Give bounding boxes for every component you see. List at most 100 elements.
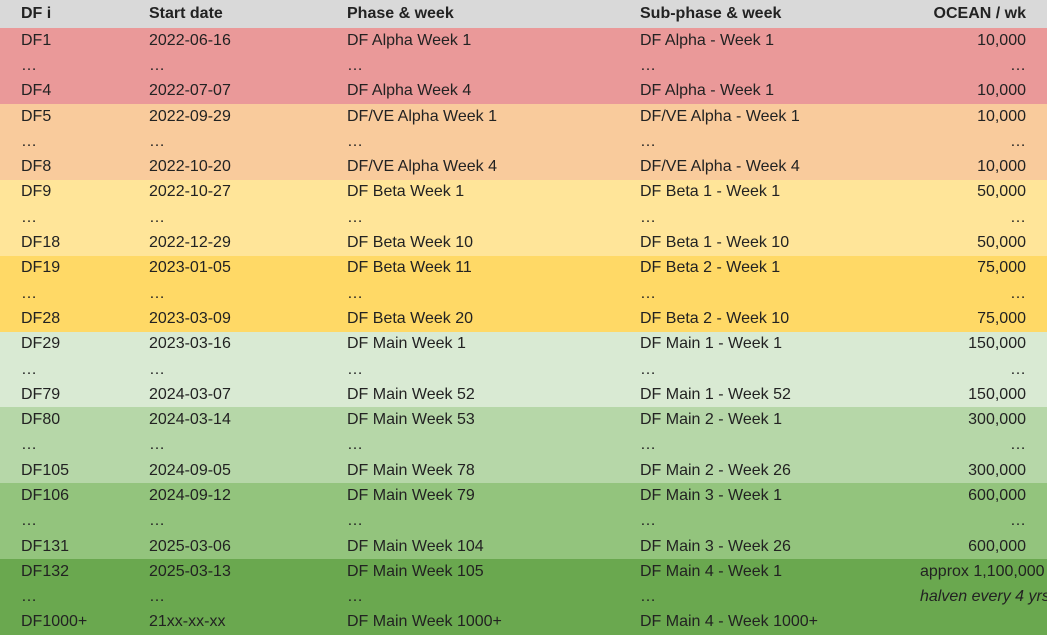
cell-df-i: DF131: [21, 537, 70, 555]
cell-phase-week: …: [347, 588, 363, 606]
cell-ocean-wk: 600,000: [968, 486, 1026, 504]
cell-subphase-week: DF Main 3 - Week 26: [640, 537, 791, 555]
table-row: ……………: [0, 432, 1047, 459]
cell-ocean-wk: halven every 4 yrs: [920, 588, 1047, 606]
cell-subphase-week: DF Beta 1 - Week 1: [640, 183, 781, 201]
cell-phase-week: DF Beta Week 10: [347, 234, 473, 252]
cell-phase-week: DF Main Week 1: [347, 335, 466, 353]
cell-ocean-wk: 50,000: [977, 234, 1026, 252]
cell-subphase-week: DF Main 2 - Week 1: [640, 411, 782, 429]
cell-subphase-week: …: [640, 512, 656, 530]
cell-start-date: 2022-12-29: [149, 234, 231, 252]
cell-start-date: …: [149, 132, 165, 150]
cell-start-date: 2025-03-13: [149, 562, 231, 580]
cell-df-i: DF79: [21, 385, 61, 403]
cell-phase-week: …: [347, 436, 363, 454]
cell-start-date: …: [149, 436, 165, 454]
table-row: DF132 2025-03-13 DF Main Week 105 DF Main 4…: [0, 559, 1047, 585]
cell-subphase-week: DF Main 4 - Week 1000+: [640, 613, 819, 631]
header-start-date: Start date: [149, 5, 223, 22]
cell-subphase-week: DF Beta 1 - Week 10: [640, 234, 790, 252]
cell-start-date: …: [149, 208, 165, 226]
cell-start-date: 2024-09-12: [149, 486, 231, 504]
cell-start-date: 2023-01-05: [149, 259, 231, 277]
cell-phase-week: …: [347, 360, 363, 378]
cell-df-i: …: [21, 132, 37, 150]
header-subphase-week: Sub-phase & week: [640, 5, 782, 22]
table-row: ……………: [0, 356, 1047, 383]
cell-subphase-week: DF Main 1 - Week 1: [640, 335, 782, 353]
cell-ocean-wk: …: [1010, 436, 1026, 454]
table-row: DF4 2022-07-07 DF Alpha Week 4 DF Alpha - W…: [0, 78, 1047, 104]
cell-ocean-wk: …: [1010, 360, 1026, 378]
cell-phase-week: DF Main Week 52: [347, 385, 475, 403]
cell-subphase-week: …: [640, 360, 656, 378]
cell-ocean-wk: 50,000: [977, 183, 1026, 201]
table-row: ……………: [0, 280, 1047, 307]
cell-ocean-wk: 150,000: [968, 385, 1026, 403]
table-row: ……………: [0, 129, 1047, 155]
cell-df-i: DF132: [21, 562, 70, 580]
cell-start-date: 2024-03-14: [149, 411, 231, 429]
cell-ocean-wk: …: [1010, 56, 1026, 74]
cell-phase-week: DF Beta Week 20: [347, 309, 473, 327]
cell-df-i: …: [21, 284, 37, 302]
cell-df-i: DF28: [21, 309, 61, 327]
cell-start-date: 2022-06-16: [149, 31, 231, 49]
header-phase-week: Phase & week: [347, 5, 454, 22]
cell-df-i: …: [21, 360, 37, 378]
cell-phase-week: DF Main Week 79: [347, 486, 475, 504]
cell-phase-week: …: [347, 132, 363, 150]
cell-df-i: DF106: [21, 486, 70, 504]
cell-ocean-wk: 75,000: [977, 259, 1026, 277]
cell-start-date: …: [149, 588, 165, 606]
cell-phase-week: …: [347, 208, 363, 226]
cell-start-date: 2022-10-20: [149, 158, 231, 176]
cell-subphase-week: DF Beta 2 - Week 10: [640, 309, 790, 327]
cell-df-i: DF105: [21, 461, 70, 479]
cell-df-i: DF5: [21, 107, 52, 125]
cell-phase-week: DF/VE Alpha Week 4: [347, 158, 497, 176]
cell-start-date: 21xx-xx-xx: [149, 613, 226, 631]
table-row: DF80 2024-03-14 DF Main Week 53 DF Main 2 -…: [0, 407, 1047, 433]
table-row: DF19 2023-01-05 DF Beta Week 11 DF Beta 2 -…: [0, 255, 1047, 281]
table-row: DF1000+ 21xx-xx-xx DF Main Week 1000+ DF Ma…: [0, 609, 1047, 636]
table-row: DF9 2022-10-27 DF Beta Week 1 DF Beta 1 - W…: [0, 179, 1047, 206]
cell-ocean-wk: 75,000: [977, 309, 1026, 327]
cell-phase-week: DF Main Week 104: [347, 537, 484, 555]
table-row: DF29 2023-03-16 DF Main Week 1 DF Main 1 - …: [0, 331, 1047, 357]
cell-df-i: DF19: [21, 259, 61, 277]
cell-subphase-week: …: [640, 588, 656, 606]
cell-subphase-week: …: [640, 284, 656, 302]
cell-start-date: 2022-10-27: [149, 183, 231, 201]
cell-df-i: …: [21, 208, 37, 226]
cell-start-date: 2023-03-16: [149, 335, 231, 353]
cell-phase-week: …: [347, 512, 363, 530]
cell-start-date: 2024-03-07: [149, 385, 231, 403]
cell-subphase-week: DF Alpha - Week 1: [640, 82, 774, 100]
cell-start-date: 2022-09-29: [149, 107, 231, 125]
cell-df-i: DF18: [21, 234, 61, 252]
table-row: DF131 2025-03-06 DF Main Week 104 DF Main 3…: [0, 533, 1047, 560]
table-row: DF1 2022-06-16 DF Alpha Week 1 DF Alpha - W…: [0, 28, 1047, 54]
header-df-i: DF i: [21, 5, 52, 22]
table-row: DF28 2023-03-09 DF Beta Week 20 DF Beta 2 -…: [0, 306, 1047, 332]
cell-df-i: DF9: [21, 183, 52, 201]
cell-subphase-week: DF Main 4 - Week 1: [640, 562, 782, 580]
cell-ocean-wk: …: [1010, 284, 1026, 302]
table-row: ……………: [0, 205, 1047, 231]
table-row: DF105 2024-09-05 DF Main Week 78 DF Main 2 …: [0, 458, 1047, 484]
cell-df-i: DF8: [21, 158, 52, 176]
cell-phase-week: …: [347, 56, 363, 74]
cell-ocean-wk: …: [1010, 132, 1026, 150]
cell-subphase-week: DF Alpha - Week 1: [640, 31, 774, 49]
table-row: DF8 2022-10-20 DF/VE Alpha Week 4 DF/VE Alp…: [0, 154, 1047, 180]
cell-start-date: 2022-07-07: [149, 82, 231, 100]
cell-ocean-wk: …: [1010, 208, 1026, 226]
cell-df-i: DF4: [21, 82, 52, 100]
cell-phase-week: DF Main Week 53: [347, 411, 475, 429]
cell-ocean-wk: approx 1,100,000: [920, 562, 1045, 580]
table-row: DF106 2024-09-12 DF Main Week 79 DF Main 3 …: [0, 483, 1047, 509]
cell-subphase-week: DF Main 2 - Week 26: [640, 461, 791, 479]
table-row: ……………: [0, 508, 1047, 534]
